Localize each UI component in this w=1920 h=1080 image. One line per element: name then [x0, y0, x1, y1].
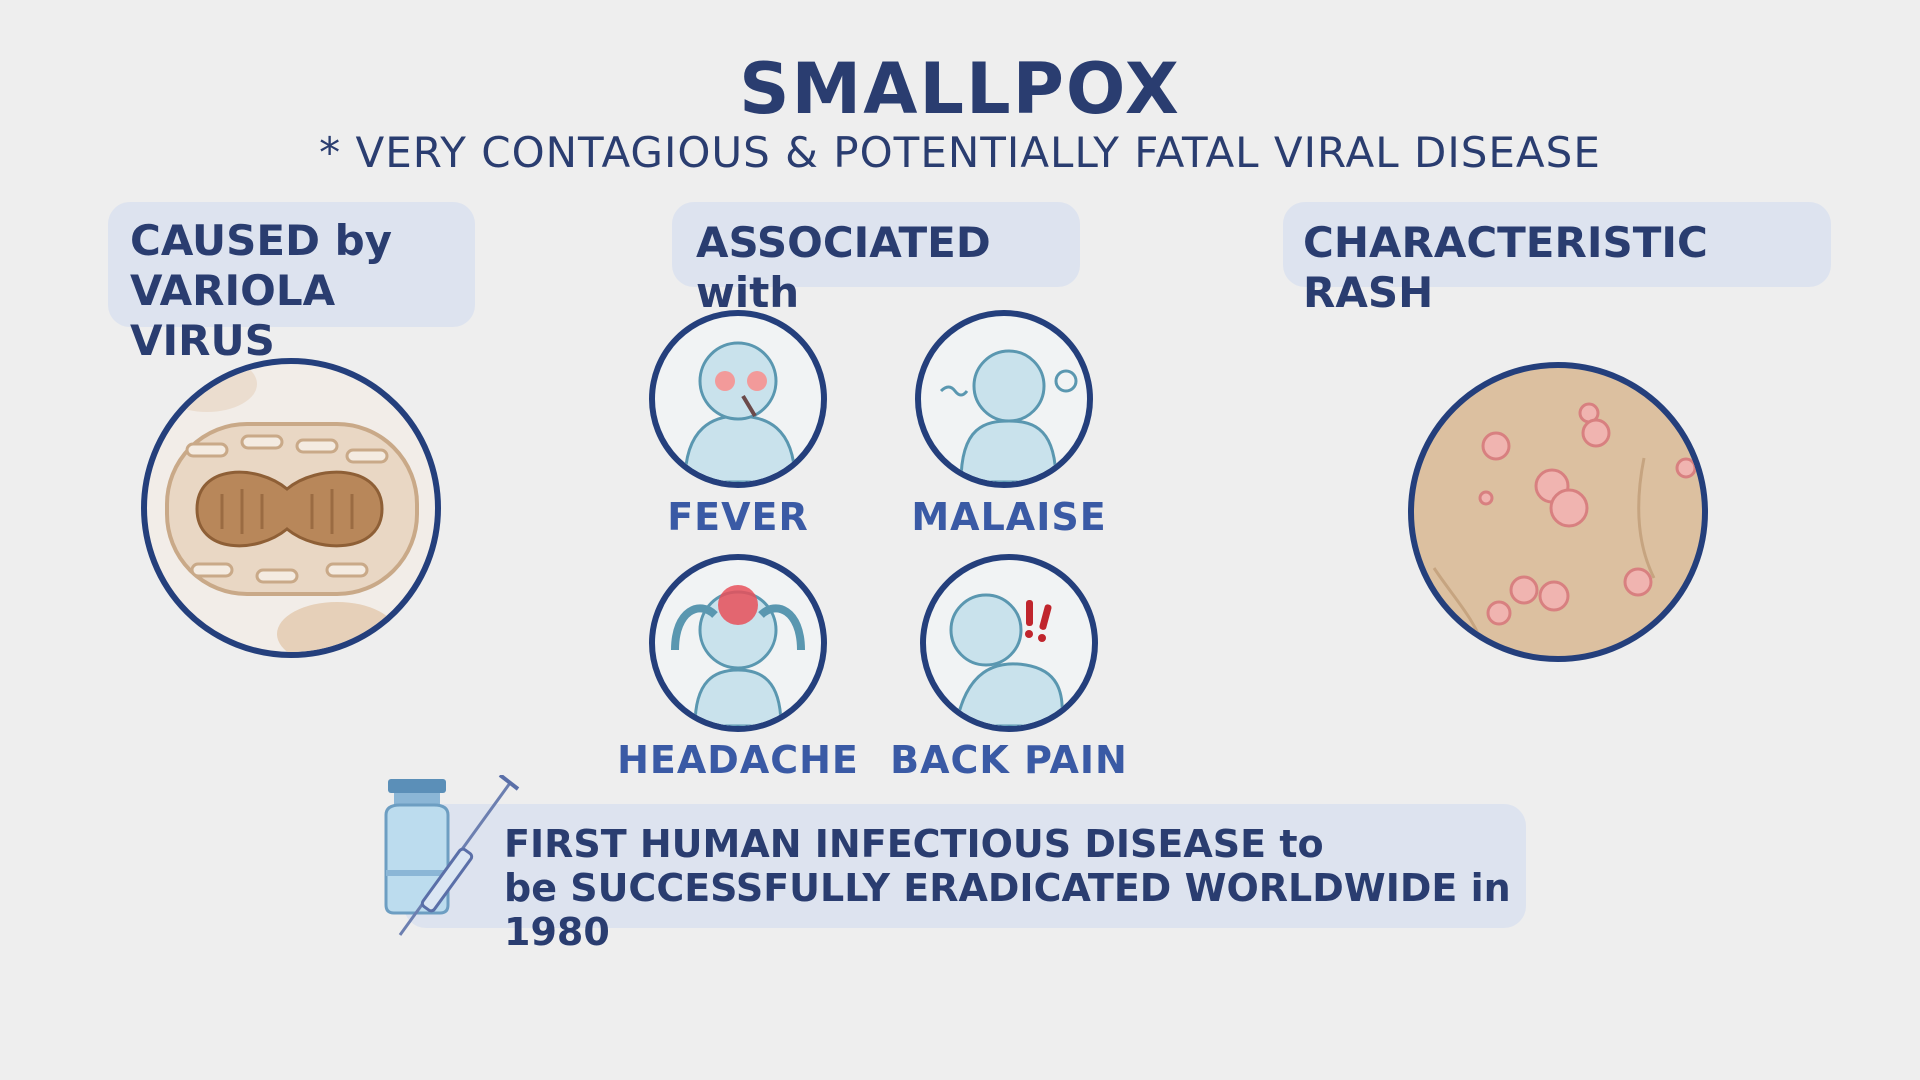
eradication-box: FIRST HUMAN INFECTIOUS DISEASE to be SUC…: [404, 804, 1526, 954]
vaccine-vial-syringe-icon: [380, 775, 520, 940]
rash-box: CHARACTERISTIC RASH: [1283, 202, 1831, 317]
page-subtitle: * VERY CONTAGIOUS & POTENTIALLY FATAL VI…: [319, 128, 1601, 177]
fever-figure-icon: [649, 310, 827, 488]
cause-box: CAUSED by VARIOLA VIRUS: [108, 202, 475, 365]
headache-figure-icon: [649, 554, 827, 732]
eradication-line1: FIRST HUMAN INFECTIOUS DISEASE to: [504, 822, 1324, 866]
cause-line1: CAUSED by: [130, 216, 393, 265]
variola-virus-icon: [141, 358, 441, 658]
associated-heading: ASSOCIATED with: [696, 218, 991, 317]
symptom-label-back-pain: BACK PAIN: [890, 738, 1128, 782]
associated-box: ASSOCIATED with: [672, 202, 1080, 317]
page-title: SMALLPOX: [739, 48, 1181, 130]
cause-line2: VARIOLA VIRUS: [130, 266, 336, 365]
symptom-label-fever: FEVER: [667, 495, 809, 539]
skin-rash-icon: [1408, 362, 1708, 662]
symptom-label-headache: HEADACHE: [617, 738, 859, 782]
back-pain-figure-icon: [920, 554, 1098, 732]
rash-heading: CHARACTERISTIC RASH: [1303, 218, 1708, 317]
malaise-figure-icon: [915, 310, 1093, 488]
eradication-line2: be SUCCESSFULLY ERADICATED WORLDWIDE in …: [504, 866, 1511, 954]
symptom-label-malaise: MALAISE: [911, 495, 1107, 539]
